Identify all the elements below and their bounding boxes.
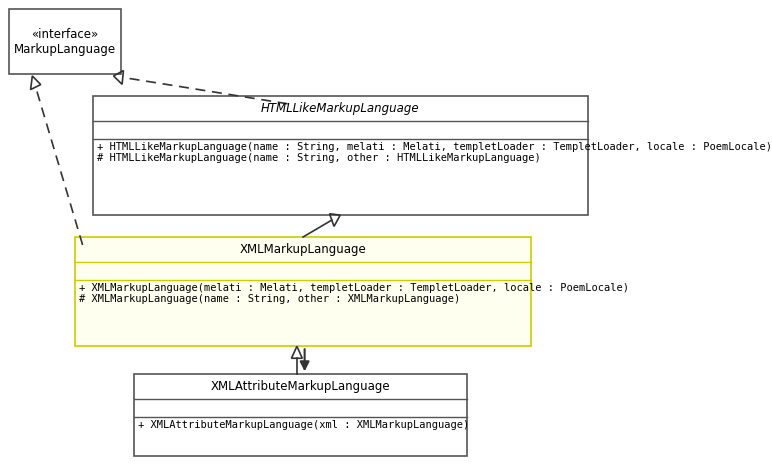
- Text: + XMLAttributeMarkupLanguage(xml : XMLMarkupLanguage): + XMLAttributeMarkupLanguage(xml : XMLMa…: [138, 420, 469, 430]
- Bar: [9, 9, 121, 74]
- Text: XMLAttributeMarkupLanguage: XMLAttributeMarkupLanguage: [211, 380, 391, 393]
- Text: HTMLLikeMarkupLanguage: HTMLLikeMarkupLanguage: [261, 102, 419, 115]
- Bar: [75, 237, 531, 346]
- Text: + HTMLLikeMarkupLanguage(name : String, melati : Melati, templetLoader : Templet: + HTMLLikeMarkupLanguage(name : String, …: [96, 142, 771, 163]
- Text: XMLMarkupLanguage: XMLMarkupLanguage: [240, 243, 367, 256]
- Text: + XMLMarkupLanguage(melati : Melati, templetLoader : TempletLoader, locale : Poe: + XMLMarkupLanguage(melati : Melati, tem…: [79, 283, 628, 304]
- Text: «interface»
MarkupLanguage: «interface» MarkupLanguage: [14, 28, 117, 56]
- Bar: [93, 96, 587, 215]
- Bar: [134, 374, 467, 456]
